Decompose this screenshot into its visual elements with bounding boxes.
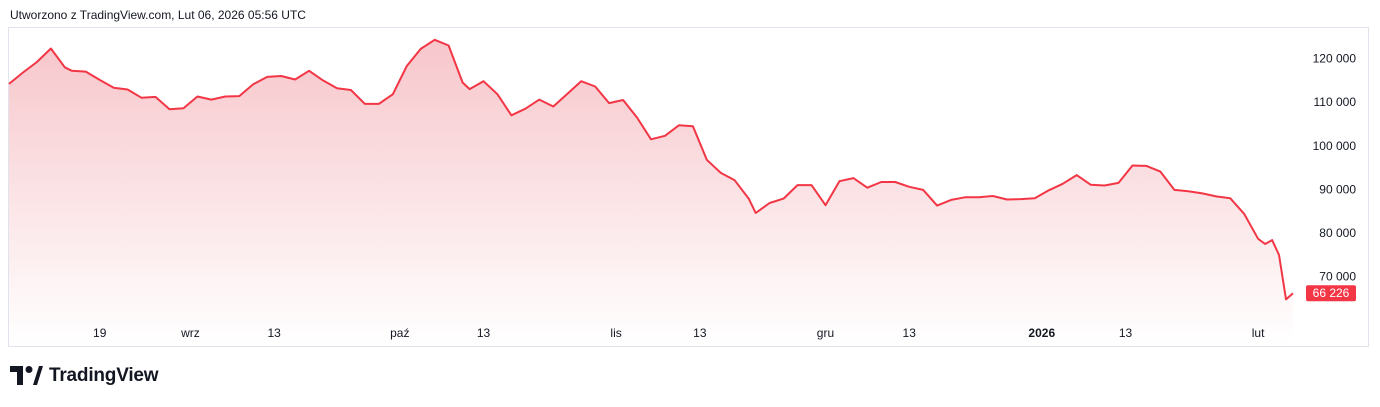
last-price-badge [1306,285,1356,302]
x-tick-label: 13 [903,326,917,340]
brand-name: TradingView [49,365,159,386]
x-tick-label: 13 [267,326,281,340]
x-tick-label: wrz [180,326,200,340]
y-tick-label: 110 000 [1314,95,1357,109]
price-area-fill [9,39,1293,345]
x-tick-label: 19 [93,326,107,340]
chart-frame [8,27,1369,347]
x-tick-label: gru [817,326,834,340]
x-tick-label: 13 [693,326,707,340]
price-line [8,38,1294,301]
x-tick-label: lis [610,326,621,340]
x-tick-label: 13 [1119,326,1133,340]
x-tick-label: lut [1252,326,1265,340]
x-tick-label: 2026 [1028,326,1055,340]
y-tick-label: 120 000 [1313,52,1357,66]
last-price-label: 66 226 [1313,286,1350,300]
y-tick-label: 90 000 [1319,182,1356,196]
tradingview-brand[interactable]: TradingView [10,365,159,387]
x-tick-label: 13 [477,326,491,340]
y-tick-label: 100 000 [1313,139,1357,153]
y-tick-label: 70 000 [1319,270,1356,284]
x-tick-label: paź [390,326,409,340]
chart-header: Utworzono z TradingView.com, Lut 06, 202… [10,8,306,22]
tradingview-logo-icon [10,366,43,385]
y-tick-label: 80 000 [1319,226,1356,240]
